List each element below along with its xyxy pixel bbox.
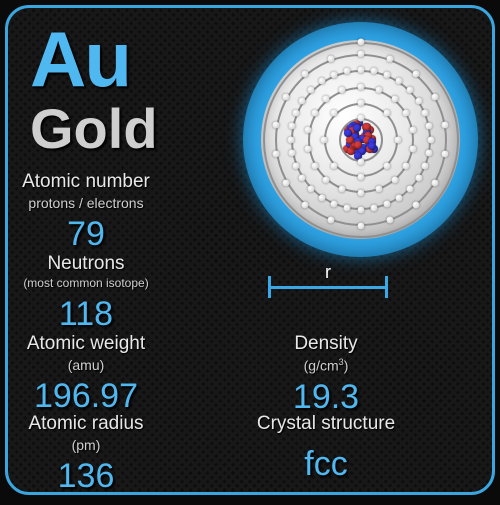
radius-tick-left <box>268 276 271 298</box>
radius-line <box>268 286 388 289</box>
prop-sublabel: protons / electrons <box>5 195 171 211</box>
radius-label: r <box>325 262 331 283</box>
prop-label: Atomic number <box>5 172 171 193</box>
prop-label: Crystal structure <box>241 414 411 435</box>
prop-label: Atomic radius <box>5 414 171 435</box>
radius-tick-right <box>385 276 388 298</box>
prop-label: Density <box>241 334 411 355</box>
element-name: Gold <box>30 96 158 161</box>
prop-neutrons: Neutrons (most common isotope) 118 <box>5 254 171 334</box>
prop-sublabel: (g/cm3) <box>241 357 411 374</box>
atom-diagram <box>243 22 478 257</box>
card-content: Au Gold r Atomic number protons / electr… <box>8 8 492 492</box>
element-card: Au Gold r Atomic number protons / electr… <box>5 5 495 495</box>
prop-atomic-radius: Atomic radius (pm) 136 <box>5 414 171 495</box>
prop-value: 79 <box>5 215 171 254</box>
prop-label: Atomic weight <box>5 334 171 355</box>
prop-sublabel: (most common isotope) <box>5 277 171 291</box>
radius-marker: r <box>268 266 388 306</box>
prop-density: Density (g/cm3) 19.3 <box>241 334 411 417</box>
element-symbol: Au <box>30 14 130 105</box>
prop-value: 19.3 <box>241 378 411 417</box>
prop-atomic-weight: Atomic weight (amu) 196.97 <box>5 334 171 416</box>
prop-value: 196.97 <box>5 377 171 416</box>
electron <box>357 38 364 45</box>
prop-crystal-structure: Crystal structure fcc <box>241 414 411 484</box>
prop-value: 136 <box>5 457 171 495</box>
prop-value: fcc <box>241 445 411 484</box>
prop-value: 118 <box>5 295 171 334</box>
prop-atomic-number: Atomic number protons / electrons 79 <box>5 172 171 254</box>
prop-sublabel: (pm) <box>5 437 171 453</box>
electron-shell <box>263 42 459 238</box>
prop-sublabel: (amu) <box>5 357 171 373</box>
prop-label: Neutrons <box>5 254 171 275</box>
